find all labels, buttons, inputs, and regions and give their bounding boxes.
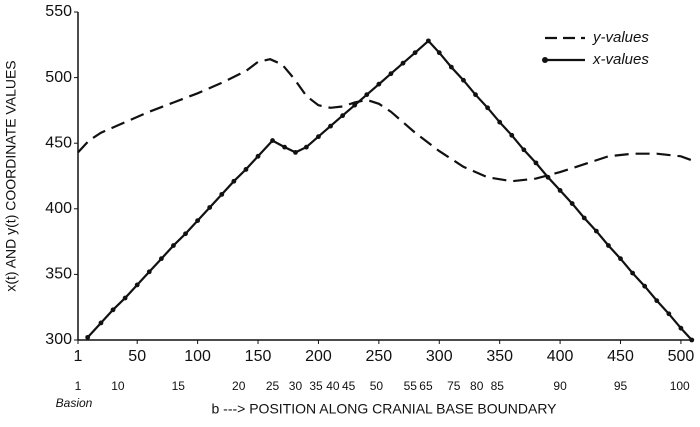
landmark-label: 10: [111, 379, 125, 393]
landmark-label: 100: [670, 379, 690, 393]
x-tick-label: 250: [366, 348, 393, 365]
series-marker: [678, 325, 684, 331]
series-marker: [400, 60, 406, 66]
series-marker: [569, 201, 575, 206]
series-marker: [448, 64, 454, 70]
series-marker: [593, 228, 599, 234]
series-marker: [270, 138, 275, 143]
series-marker: [340, 113, 346, 119]
y-tick-label: 400: [45, 200, 72, 217]
y-tick-label: 450: [45, 134, 72, 151]
series-marker: [521, 147, 527, 153]
x-axis-title: b ---> POSITION ALONG CRANIAL BASE BOUND…: [211, 401, 557, 417]
x-tick-label: 500: [668, 348, 695, 365]
series-marker: [364, 92, 370, 98]
series-marker: [545, 174, 551, 180]
series-marker: [328, 123, 333, 129]
series-marker: [485, 105, 490, 111]
series-marker: [497, 119, 503, 125]
series-marker: [207, 205, 213, 210]
series-marker: [110, 307, 116, 313]
landmark-label: 75: [447, 379, 461, 393]
series-marker: [146, 269, 152, 275]
landmark-label: 55: [404, 379, 418, 393]
series-marker: [666, 311, 672, 317]
series-marker: [689, 337, 695, 343]
landmark-label: 20: [232, 379, 246, 393]
series-marker: [282, 144, 288, 150]
series-marker: [654, 298, 660, 304]
x-tick-label: 450: [607, 348, 634, 365]
landmark-label: 15: [172, 379, 186, 393]
series-marker: [134, 282, 140, 288]
series-marker: [183, 231, 188, 237]
series-marker: [352, 102, 358, 108]
series-marker: [461, 77, 466, 83]
series-marker: [606, 243, 611, 248]
landmark-label: 65: [419, 379, 433, 393]
series-marker: [219, 191, 225, 197]
landmark-label: 25: [266, 379, 280, 393]
landmark-label: 35: [309, 379, 323, 393]
series-marker: [255, 153, 261, 159]
y-tick-label: 550: [45, 3, 72, 20]
legend-label: y-values: [592, 29, 649, 46]
series-marker: [581, 215, 587, 221]
series-marker: [388, 71, 394, 77]
series-marker: [316, 134, 321, 140]
x-tick-label: 350: [486, 348, 513, 365]
y-axis-title: x(t) AND y(t) COORDINATE VALUES: [3, 60, 19, 291]
series-marker: [473, 92, 478, 98]
x-tick-label: 50: [128, 348, 146, 365]
y-tick-label: 500: [45, 69, 72, 86]
landmark-label: 30: [289, 379, 303, 393]
series-marker: [303, 144, 309, 150]
series-marker: [122, 295, 128, 301]
series-marker: [85, 334, 91, 340]
landmark-label: 95: [614, 379, 628, 393]
x-tick-label: 200: [305, 348, 332, 365]
series-marker: [293, 149, 298, 155]
landmark-label: 80: [470, 379, 484, 393]
series-marker: [630, 270, 635, 276]
x-tick-label: 1: [74, 348, 83, 365]
x-tick-label: 300: [426, 348, 453, 365]
x-tick-label: 400: [547, 348, 574, 365]
y-tick-label: 350: [45, 266, 72, 283]
series-marker: [171, 243, 176, 248]
series-marker: [557, 188, 563, 193]
legend-label: x-values: [592, 51, 649, 68]
landmark-label: 1: [75, 379, 82, 393]
series-line: [86, 39, 693, 341]
series-marker: [412, 50, 418, 56]
landmark-label: 90: [553, 379, 567, 393]
x-tick-label: 150: [245, 348, 272, 365]
series-marker: [158, 256, 164, 262]
landmark-label: 45: [342, 379, 356, 393]
series-marker: [98, 320, 104, 326]
x-tick-label: 100: [184, 348, 211, 365]
landmark-label: 50: [370, 379, 384, 393]
series-marker: [425, 38, 431, 44]
series-marker: [376, 81, 382, 87]
series-marker: [509, 132, 515, 138]
series-marker: [642, 283, 648, 289]
landmark-label: 85: [491, 379, 505, 393]
series-marker: [618, 256, 623, 262]
series-marker: [195, 218, 201, 224]
landmark-label: 40: [326, 379, 340, 393]
series-marker: [533, 160, 539, 166]
landmark-note: Basion: [56, 396, 93, 410]
legend-marker: [542, 57, 548, 63]
series-marker: [243, 167, 249, 172]
series-marker: [231, 178, 237, 184]
series-marker: [436, 50, 442, 56]
y-tick-label: 300: [45, 331, 72, 348]
